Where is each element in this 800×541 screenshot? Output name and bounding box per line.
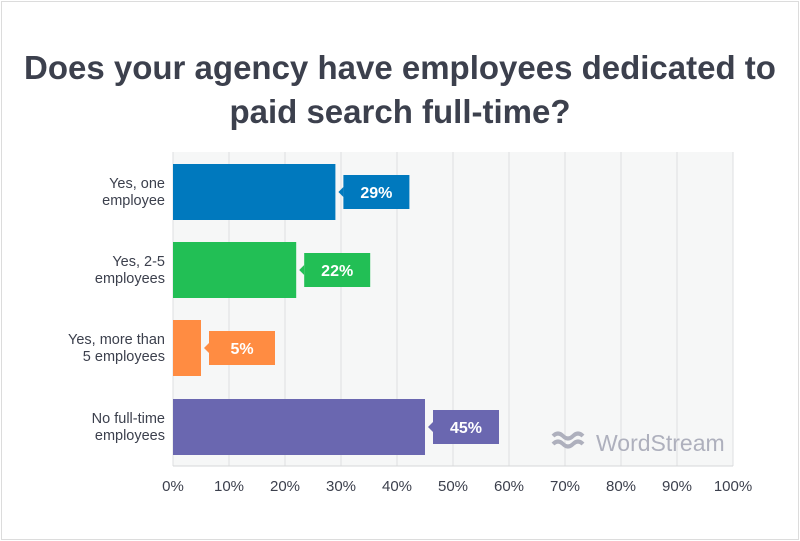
wave-icon xyxy=(551,439,585,449)
data-label-box xyxy=(343,175,410,209)
x-tick-label: 40% xyxy=(382,478,412,495)
category-label: employees xyxy=(95,428,165,444)
x-tick-label: 60% xyxy=(494,478,524,495)
bar xyxy=(173,399,425,455)
wordstream-logo: WordStream xyxy=(551,430,725,456)
x-tick-label: 20% xyxy=(270,478,300,495)
data-label: 5% xyxy=(230,341,253,358)
category-label: No full-time xyxy=(92,411,165,427)
data-label-pointer xyxy=(299,265,305,275)
category-label: employees xyxy=(95,271,165,287)
category-label: employee xyxy=(102,193,165,209)
data-label: 29% xyxy=(360,185,392,202)
data-label: 22% xyxy=(321,263,353,280)
bar xyxy=(173,164,336,220)
data-label-pointer xyxy=(338,187,344,197)
x-tick-label: 80% xyxy=(606,478,636,495)
category-label: Yes, more than xyxy=(68,332,165,348)
category-label: Yes, one xyxy=(109,176,165,192)
category-label: 5 employees xyxy=(83,349,165,365)
bar xyxy=(173,320,201,376)
x-tick-label: 30% xyxy=(326,478,356,495)
bar xyxy=(173,242,297,298)
data-label-box xyxy=(304,253,371,287)
x-tick-label: 90% xyxy=(662,478,692,495)
x-tick-label: 10% xyxy=(214,478,244,495)
x-tick-label: 50% xyxy=(438,478,468,495)
data-label-box xyxy=(209,331,275,365)
data-label-pointer xyxy=(428,422,433,432)
data-label: 45% xyxy=(450,420,482,437)
watermark-text: WordStream xyxy=(596,430,725,456)
x-tick-label: 0% xyxy=(162,478,184,495)
wave-icon xyxy=(551,431,585,441)
category-label: Yes, 2-5 xyxy=(112,254,165,270)
data-label-box xyxy=(433,410,499,444)
x-tick-label: 100% xyxy=(714,478,752,495)
data-label-pointer xyxy=(204,343,209,353)
chart-title: Does your agency have employees dedicate… xyxy=(24,49,776,130)
x-tick-label: 70% xyxy=(550,478,580,495)
